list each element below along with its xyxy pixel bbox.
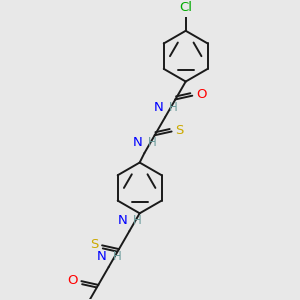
Text: N: N	[133, 136, 142, 149]
Text: N: N	[97, 250, 107, 263]
Text: H: H	[112, 250, 121, 263]
Text: Cl: Cl	[179, 1, 192, 14]
Text: N: N	[153, 100, 163, 114]
Text: H: H	[148, 136, 157, 149]
Text: S: S	[176, 124, 184, 137]
Text: H: H	[133, 214, 142, 227]
Text: S: S	[90, 238, 98, 251]
Text: N: N	[118, 214, 128, 227]
Text: H: H	[169, 100, 178, 114]
Text: O: O	[67, 274, 78, 287]
Text: O: O	[196, 88, 206, 101]
